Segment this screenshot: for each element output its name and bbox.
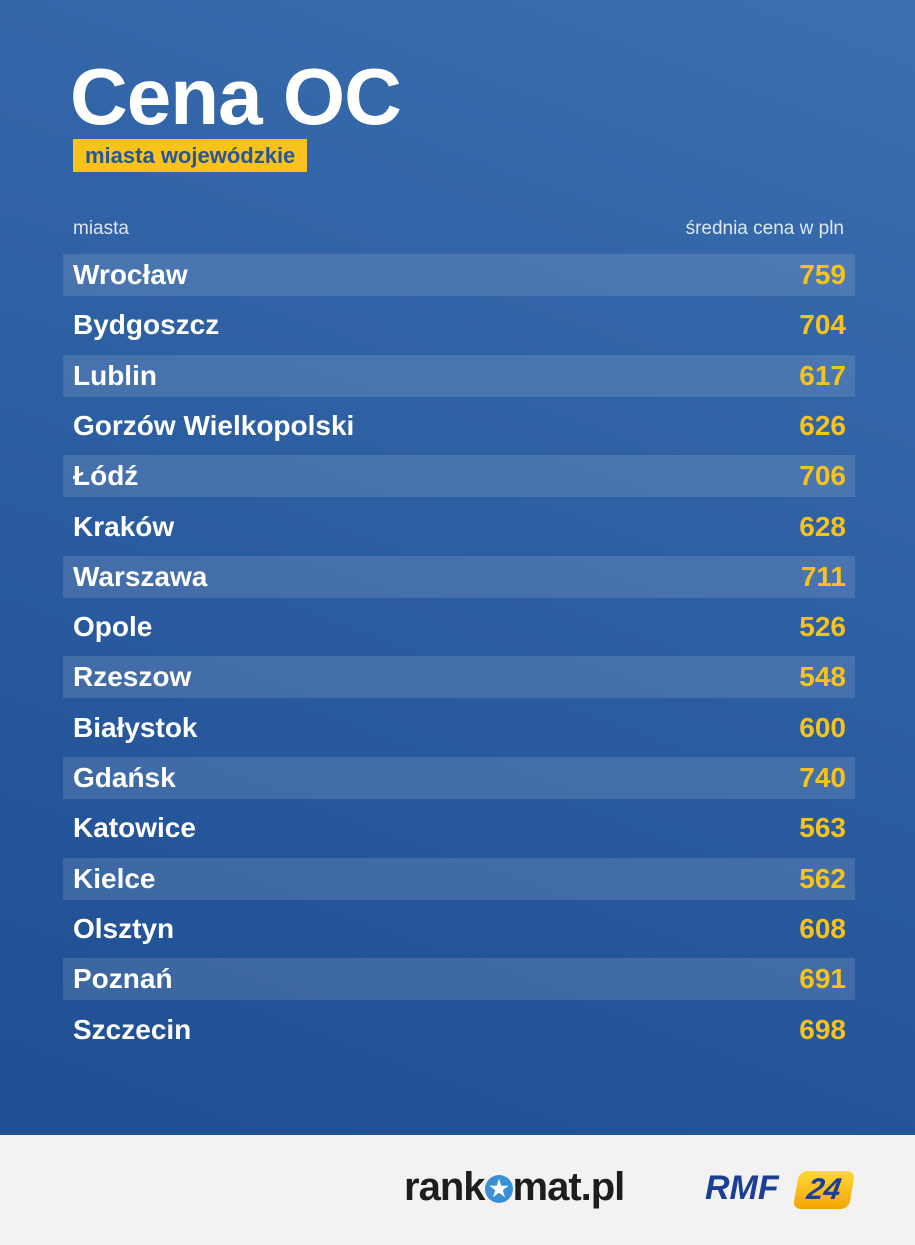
city-name: Gorzów Wielkopolski [73,409,355,441]
city-name: Kielce [73,862,156,894]
column-header-city: miasta [73,218,129,239]
price-value: 740 [799,762,846,793]
price-value: 711 [800,560,846,592]
table-row: Białystok 600 [63,707,855,749]
price-value: 706 [799,460,846,492]
city-name: Kraków [73,510,175,542]
price-value: 526 [799,611,846,643]
table-row: Łódź 706 [63,455,855,498]
table-row: Olsztyn 608 [63,908,855,950]
table-row: Lublin 617 [63,354,855,397]
price-value: 563 [799,812,846,844]
city-name: Białystok [73,711,198,743]
city-name: Wrocław [73,259,188,290]
table-row: Opole 526 [63,606,855,648]
table-row: Rzeszow 548 [63,656,855,699]
rankomat-logo: rank ★ mat.pl [404,1165,625,1209]
table-row: Gorzów Wielkopolski 626 [63,405,855,447]
table-row: Kraków 628 [63,506,855,548]
city-name: Bydgoszcz [73,309,220,341]
price-value: 600 [799,711,846,743]
price-value: 617 [799,359,846,391]
table-row: Warszawa 711 [63,555,855,598]
price-value: 759 [799,259,846,290]
city-name: Poznań [73,963,173,995]
price-value: 548 [799,661,846,693]
table-row: Kielce 562 [63,857,855,900]
table-row: Wrocław 759 [63,254,855,296]
price-value: 562 [799,862,846,894]
city-name: Olsztyn [73,912,175,944]
table-row: Bydgoszcz 704 [63,304,855,346]
city-name: Katowice [73,812,196,844]
city-name: Warszawa [73,560,208,592]
price-value: 691 [799,963,846,995]
column-header-price: średnia cena w pln [685,218,844,239]
price-value: 698 [799,1013,846,1045]
infographic-panel: Cena OC miasta wojewódzkie miasta średni… [0,0,915,1135]
footer: rank ★ mat.pl RMF 24 [0,1135,915,1245]
table-row: Katowice 563 [63,807,855,849]
city-name: Opole [73,611,153,643]
rmf24-badge: 24 [792,1171,856,1209]
page-title: Cena OC [70,52,402,141]
table-row: Gdańsk 740 [63,757,855,799]
price-value: 704 [799,309,846,341]
city-name: Gdańsk [73,762,176,793]
price-value: 628 [799,510,846,542]
table-row: Poznań 691 [63,958,855,1001]
subtitle-badge: miasta wojewódzkie [73,139,308,172]
price-value: 626 [799,409,846,441]
city-name: Lublin [73,359,157,391]
city-name: Łódź [73,460,139,492]
rmf-logo: RMF [705,1169,779,1207]
table-row: Szczecin 698 [63,1009,855,1051]
price-value: 608 [799,912,846,944]
city-name: Rzeszow [73,661,192,693]
star-icon: ★ [484,1175,513,1204]
city-name: Szczecin [73,1013,192,1045]
